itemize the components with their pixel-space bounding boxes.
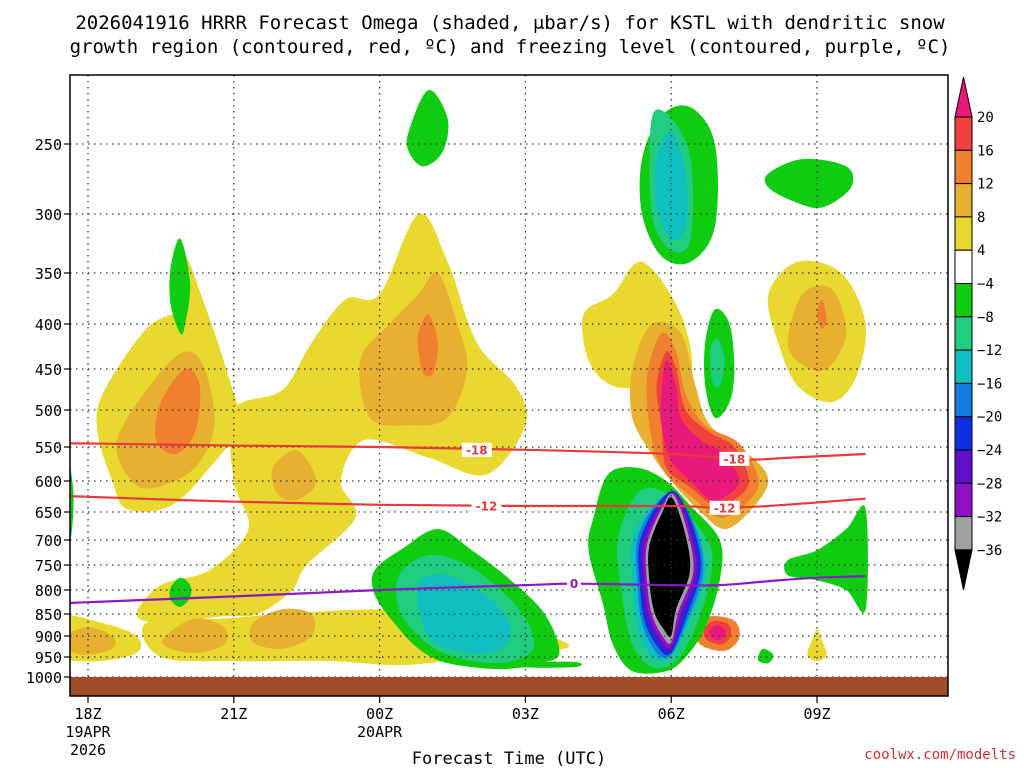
colorbar-segment-11	[954, 449, 973, 484]
chart-title-line2: growth region (contoured, red, ºC) and f…	[70, 36, 951, 58]
colorbar-label-13: −36	[977, 543, 1002, 559]
y-tick-label-650: 650	[35, 504, 62, 522]
contour-label--18-2: -18	[724, 452, 746, 466]
colorbar-segment-6	[954, 283, 973, 318]
colorbar-label-4: 4	[977, 243, 985, 259]
y-axis-pressure: 250 300 350 400 450 500 550 600 650 700 750 800 850 9…	[26, 136, 70, 687]
colorbar-segment-4	[954, 216, 973, 251]
contour-label--18-1: -18	[466, 443, 488, 457]
ground-surface	[70, 677, 948, 696]
omega-region--6-32	[784, 505, 868, 613]
omega-region--38-50	[648, 497, 691, 638]
omega-region--6-25	[169, 238, 191, 335]
omega-region-10-11	[162, 618, 228, 653]
y-tick-label-400: 400	[35, 316, 62, 334]
y-tick-label-500: 500	[35, 402, 62, 420]
colorbar-label-0: 20	[977, 110, 994, 126]
contour-label-0-0: 0	[570, 577, 578, 591]
y-tick-label-450: 450	[35, 361, 62, 379]
colorbar-label-2: 12	[977, 177, 994, 193]
colorbar-label-8: −16	[977, 376, 1002, 392]
contour-label-bg--18-2	[719, 451, 750, 466]
omega-region-14-15	[155, 368, 201, 455]
x-tick-label-21Z-0: 21Z	[220, 705, 247, 723]
y-tick-label-250: 250	[35, 136, 62, 154]
colorbar-label-1: 16	[977, 143, 994, 159]
y-tick-label-350: 350	[35, 265, 62, 283]
y-tick-label-800: 800	[35, 582, 62, 600]
plot-area: -18 -18-18-12 -120	[70, 75, 948, 696]
credit-text: coolwx.com/modelts	[864, 747, 1016, 763]
colorbar-segment-5	[954, 249, 973, 284]
x-tick-label-00Z-0: 00Z	[366, 705, 393, 723]
contour-label--12-0: -12	[476, 499, 498, 513]
y-tick-label-950: 950	[35, 649, 62, 667]
y-tick-label-550: 550	[35, 439, 62, 457]
y-tick-label-300: 300	[35, 206, 62, 224]
colorbar-top-arrow	[954, 76, 973, 118]
omega-region--6-31	[757, 648, 774, 664]
contour-label-bg--18-1	[461, 442, 492, 457]
x-tick-label-00Z-1: 20APR	[357, 723, 403, 741]
chart-title-line1: 2026041916 HRRR Forecast Omega (shaded, …	[75, 12, 945, 34]
x-tick-label-18Z-0: 18Z	[74, 705, 101, 723]
colorbar-segment-9	[954, 382, 973, 418]
colorbar-bottom-arrow	[954, 549, 973, 591]
contour-line-0	[70, 575, 866, 605]
contour-label-bg--12-1	[709, 500, 740, 515]
omega-region--6-24	[70, 464, 74, 544]
omega-shaded-regions	[70, 89, 868, 674]
colorbar-segment-7	[954, 316, 973, 351]
colorbar-label-7: −12	[977, 343, 1002, 359]
y-tick-label-700: 700	[35, 532, 62, 550]
plot-frame	[69, 74, 949, 697]
omega-region-14-16	[417, 314, 439, 377]
x-tick-label-18Z-2: 2026	[70, 741, 106, 759]
colorbar-label-9: −20	[977, 410, 1002, 426]
omega-region-10-8	[359, 272, 468, 426]
colorbar-label-5: −4	[977, 277, 994, 293]
omega-region--6-30	[764, 158, 854, 209]
y-tick-label-900: 900	[35, 628, 62, 646]
omega-region--6-35	[502, 661, 582, 668]
omega-region-10-10	[249, 608, 316, 649]
omega-region--10-37	[709, 337, 725, 388]
x-tick-label-18Z-1: 19APR	[65, 723, 111, 741]
colorbar-label-3: 8	[977, 210, 985, 226]
colorbar-segment-13	[954, 516, 973, 551]
contour-label-bg--12-0	[471, 498, 502, 513]
colorbar-legend: 20 16 12 8 4 −4 −8 −12 −16 −20 −24 −28 −32 −36	[954, 76, 1002, 591]
omega-region-10-9	[271, 450, 317, 501]
y-tick-label-850: 850	[35, 606, 62, 624]
omega-region--14-41	[654, 131, 688, 240]
colorbar-segment-8	[954, 349, 973, 384]
y-tick-label-750: 750	[35, 557, 62, 575]
colorbar-segment-12	[954, 482, 973, 518]
colorbar-label-11: −28	[977, 476, 1002, 492]
colorbar-segment-2	[954, 149, 973, 185]
contour-label-bg-0-0	[567, 576, 581, 591]
omega-region-14-17	[817, 299, 827, 329]
x-tick-label-09Z-0: 09Z	[803, 705, 830, 723]
colorbar-label-10: −24	[977, 443, 1002, 459]
omega-region-10-12	[70, 627, 116, 656]
contour-label--12-1: -12	[714, 501, 736, 515]
colorbar-label-12: −32	[977, 510, 1002, 526]
colorbar-label-6: −8	[977, 310, 994, 326]
x-tick-label-06Z-0: 06Z	[658, 705, 685, 723]
temperature-contours: -18 -18-18-12 -120	[70, 442, 866, 605]
omega-region--14-42	[417, 574, 512, 654]
x-tick-label-03Z-0: 03Z	[512, 705, 539, 723]
y-tick-label-600: 600	[35, 473, 62, 491]
colorbar-segment-10	[954, 416, 973, 451]
omega-region--6-27	[406, 89, 449, 167]
colorbar-segment-1	[954, 116, 973, 151]
colorbar-segment-3	[954, 183, 973, 218]
x-axis-label: Forecast Time (UTC)	[412, 749, 606, 768]
y-tick-label-1000: 1000	[26, 669, 62, 687]
